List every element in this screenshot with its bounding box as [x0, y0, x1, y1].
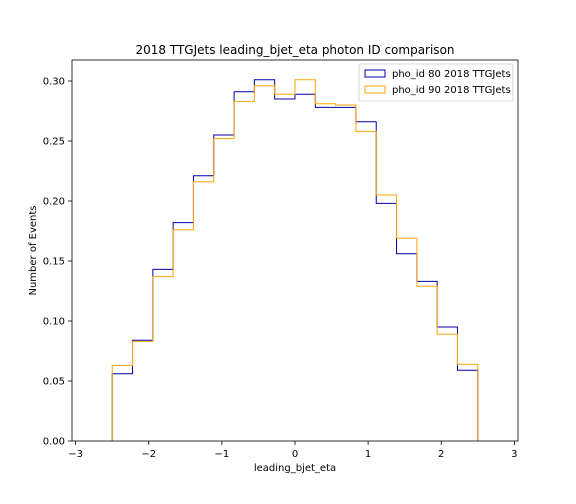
x-tick-label: −2 — [141, 449, 156, 460]
x-tick-label: −1 — [215, 449, 230, 460]
chart-title: 2018 TTGJets leading_bjet_eta photon ID … — [135, 43, 454, 57]
legend-label-pho-id-80: pho_id 80 2018 TTGJets — [392, 69, 511, 80]
x-axis-label: leading_bjet_eta — [254, 463, 336, 474]
histogram-series-pho-id-90 — [111, 79, 479, 441]
y-tick-label: 0.20 — [43, 197, 65, 208]
legend-box — [358, 63, 514, 102]
legend-label-pho-id-90: pho_id 90 2018 TTGJets — [392, 85, 511, 96]
y-tick-label: 0.15 — [43, 257, 65, 268]
y-axis-label: Number of Events — [28, 205, 39, 295]
x-tick-label: 1 — [365, 449, 371, 460]
series-layer — [111, 79, 479, 441]
x-tick-label: −3 — [68, 449, 83, 460]
x-axis-ticks: −3 −2 −1 0 1 2 3 — [68, 441, 518, 460]
y-tick-label: 0.05 — [43, 377, 65, 388]
x-tick-label: 2 — [438, 449, 444, 460]
legend: pho_id 80 2018 TTGJets pho_id 90 2018 TT… — [358, 63, 514, 102]
plot-area — [72, 60, 518, 441]
legend-swatch-pho-id-90 — [364, 85, 386, 94]
y-axis-ticks: 0.00 0.05 0.10 0.15 0.20 0.25 0.30 — [43, 77, 72, 448]
y-tick-label: 0.25 — [43, 137, 65, 148]
legend-swatch-pho-id-80 — [364, 69, 386, 78]
x-tick-label: 0 — [292, 449, 298, 460]
x-tick-label: 3 — [511, 449, 517, 460]
y-tick-label: 0.30 — [43, 77, 65, 88]
y-tick-label: 0.00 — [43, 437, 65, 448]
y-tick-label: 0.10 — [43, 317, 65, 328]
